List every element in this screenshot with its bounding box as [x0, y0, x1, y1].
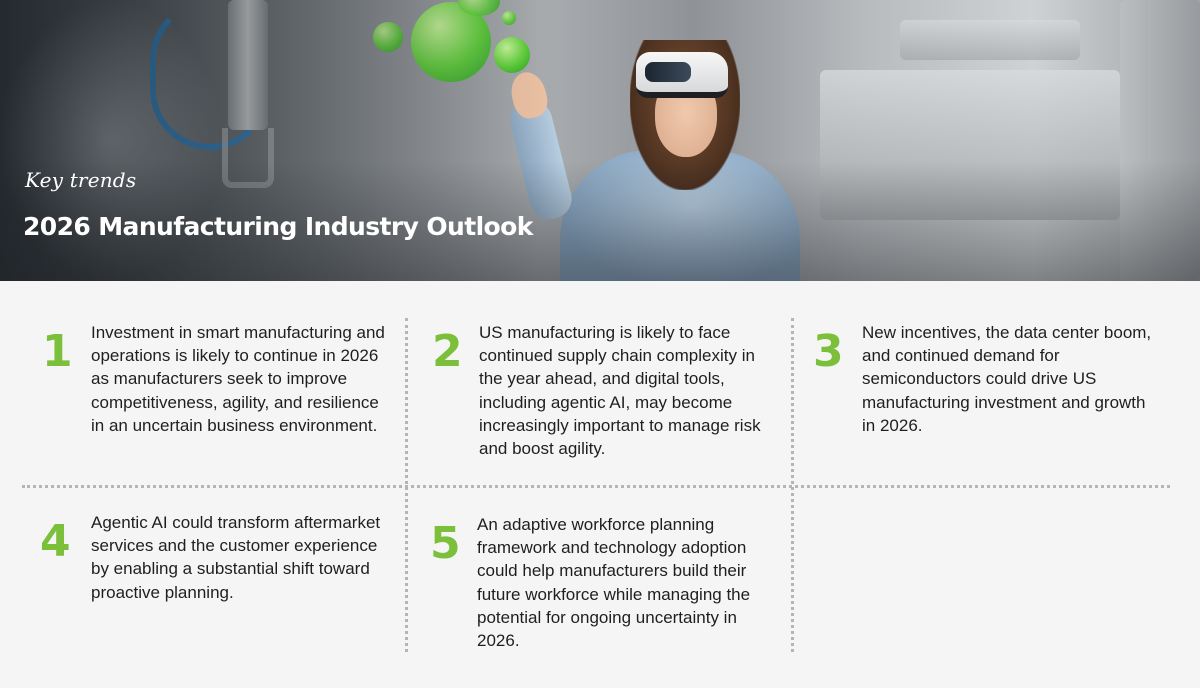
- trend-text: New incentives, the data center boom, an…: [862, 323, 1152, 435]
- trend-number: 3: [813, 326, 844, 377]
- hero-banner: Key trends 2026 Manufacturing Industry O…: [0, 0, 1200, 281]
- trend-text: Agentic AI could transform aftermarket s…: [91, 513, 381, 602]
- page-title: 2026 Manufacturing Industry Outlook: [23, 212, 533, 241]
- trend-number: 1: [42, 326, 73, 377]
- trend-text: Investment in smart manufacturing and op…: [91, 323, 385, 435]
- background-machinery: [820, 70, 1120, 220]
- hero-kicker: Key trends: [25, 168, 137, 192]
- background-machinery: [1120, 0, 1200, 281]
- row-divider: [22, 485, 1170, 488]
- hero-shade: [0, 0, 560, 281]
- trend-text: An adaptive workforce planning framework…: [477, 515, 751, 651]
- trend-number: 4: [40, 516, 71, 567]
- trend-number: 5: [430, 518, 461, 569]
- background-machinery: [900, 20, 1080, 60]
- trend-number: 2: [432, 326, 463, 377]
- vr-headset-lens: [645, 62, 691, 82]
- trend-text: US manufacturing is likely to face conti…: [479, 323, 761, 459]
- hero-shade: [0, 161, 1200, 281]
